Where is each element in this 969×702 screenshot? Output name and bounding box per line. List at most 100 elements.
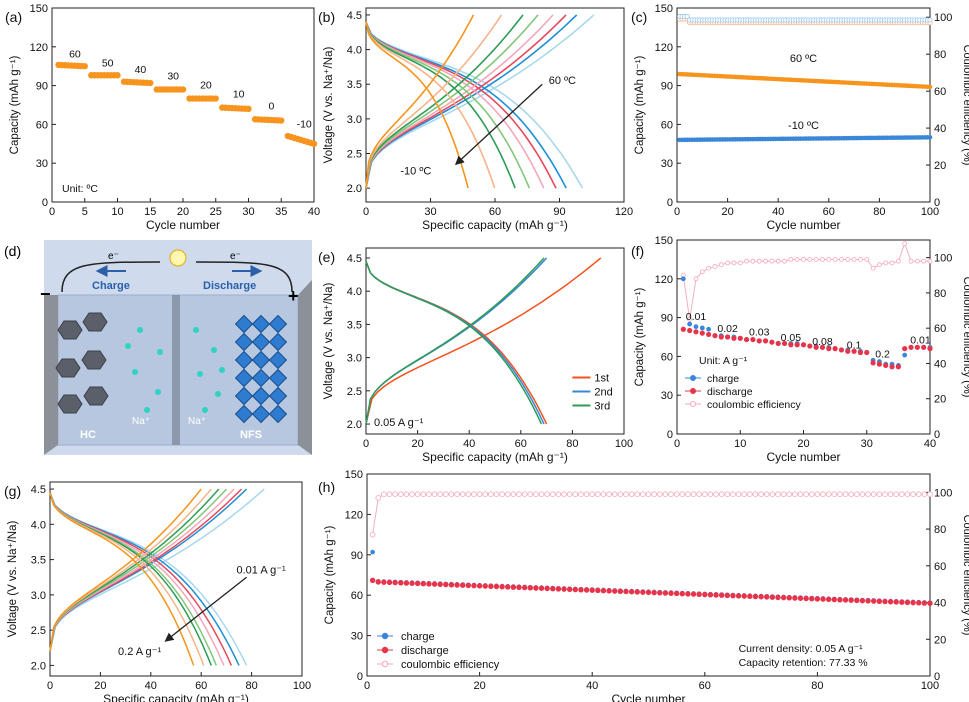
ce-point <box>914 258 920 264</box>
series-label: -10 ºC <box>788 120 819 132</box>
charge-curve <box>49 488 202 652</box>
y-tick-label: 60 <box>661 351 673 363</box>
discharge-point <box>921 600 928 606</box>
ce-point <box>499 491 505 498</box>
ce-point <box>617 491 624 498</box>
discharge-point <box>865 598 871 604</box>
discharge-curve--10 <box>365 21 469 189</box>
discharge-point <box>561 586 567 592</box>
y-tick-label: 3.5 <box>31 555 46 567</box>
ce-point <box>718 262 724 268</box>
hard-carbon-particle <box>57 320 83 340</box>
y-tick-label: 30 <box>351 631 363 643</box>
discharge-point <box>809 596 815 602</box>
ce-point <box>858 256 863 262</box>
discharge-point <box>724 592 731 599</box>
ce-point <box>927 258 933 264</box>
discharge-point <box>617 588 624 595</box>
discharge-point <box>488 583 494 590</box>
ce-point <box>902 241 908 246</box>
discharge-point <box>634 589 640 595</box>
sodium-ion <box>155 389 161 395</box>
legend-marker <box>381 646 389 654</box>
anode-label: HC <box>80 429 96 441</box>
x-tick-label: 80 <box>811 680 823 692</box>
discharge-point <box>392 579 398 586</box>
x-tick-label: 100 <box>921 680 939 692</box>
x-tick-label: 80 <box>245 680 257 692</box>
chart-g: 0 20 40 60 80 100 2.0 2.5 3.0 3.5 4.0 4.5 Specific c… <box>4 481 311 702</box>
capacity-point-60 <box>65 62 72 69</box>
legend-label: 2nd <box>594 387 612 399</box>
capacity-point-20 <box>202 95 210 102</box>
ce-point <box>877 262 882 268</box>
ce-point <box>662 491 669 498</box>
discharge-point <box>914 344 920 350</box>
ce-point <box>482 491 489 498</box>
discharge-point <box>696 591 702 598</box>
charge-point <box>680 276 686 282</box>
discharge-point <box>443 581 449 588</box>
ce-point <box>572 491 579 498</box>
capacity-point-10 <box>235 105 242 112</box>
y-axis-label: Capacity (mAh g⁻¹) <box>9 55 21 154</box>
ce-point <box>904 491 911 498</box>
capacity-point-10 <box>242 105 249 112</box>
y-tick-label: 2.0 <box>31 660 46 672</box>
panel-label-h: (h) <box>318 479 335 495</box>
discharge-point <box>788 342 794 348</box>
ce-point <box>448 491 455 498</box>
temperature-label: 60 <box>69 49 81 61</box>
y-tick-label: 30 <box>36 158 48 170</box>
x-tick-label: 40 <box>308 206 320 218</box>
discharge-label: Discharge <box>203 280 256 292</box>
ce-point <box>640 491 646 498</box>
discharge-point <box>651 589 657 596</box>
ce-point <box>578 491 584 498</box>
discharge-point <box>566 586 573 593</box>
discharge-point <box>781 340 788 347</box>
discharge-point <box>769 339 775 345</box>
ce-point <box>763 491 770 498</box>
rate-label: 0.08 <box>812 336 833 348</box>
ce-point <box>685 491 691 498</box>
hard-carbon-particle <box>81 350 107 370</box>
sodium-ion-label-1: Na⁺ <box>132 416 150 427</box>
nfs-octahedron <box>251 314 271 334</box>
ce-point <box>870 491 877 498</box>
ce-point <box>673 491 680 498</box>
ce-point <box>775 258 781 264</box>
current-density-note: Current density: 0.05 A g⁻¹ <box>739 643 864 655</box>
temperature-label: 20 <box>200 80 212 92</box>
y-tick-label: 4.0 <box>347 45 362 57</box>
discharge-curve-0 <box>365 21 496 189</box>
ce-point <box>780 491 787 498</box>
sodium-ion <box>193 327 199 333</box>
discharge-point <box>756 338 762 344</box>
charge-label: Charge <box>92 280 130 292</box>
discharge-curve-40 <box>365 21 557 189</box>
discharge-point <box>600 587 607 594</box>
discharge-point <box>403 580 410 586</box>
plot-frame <box>49 481 303 677</box>
ce-point <box>718 491 725 498</box>
rate-label: 0.05 <box>781 332 802 344</box>
discharge-point <box>493 583 500 590</box>
discharge-point <box>713 592 719 598</box>
x-tick-label: 40 <box>772 206 784 218</box>
discharge-point <box>409 580 415 586</box>
series-label: 60 ºC <box>790 53 817 65</box>
minus-sign: − <box>40 284 51 304</box>
capacity-point--10 <box>307 139 314 147</box>
discharge-point <box>807 343 813 349</box>
y-tick-label: 3.0 <box>31 590 46 602</box>
discharge-curve-10 <box>365 21 516 189</box>
discharge-point <box>381 579 387 585</box>
chart-h: 0 20 40 60 80 1000306090120150020406080100Cou… <box>318 469 969 702</box>
capacity-point-30 <box>169 86 177 93</box>
ce-point <box>521 491 528 498</box>
capacity-point <box>927 135 933 140</box>
ce-point <box>927 491 933 498</box>
ce-point <box>561 491 567 498</box>
temperature-label: 50 <box>102 58 114 70</box>
